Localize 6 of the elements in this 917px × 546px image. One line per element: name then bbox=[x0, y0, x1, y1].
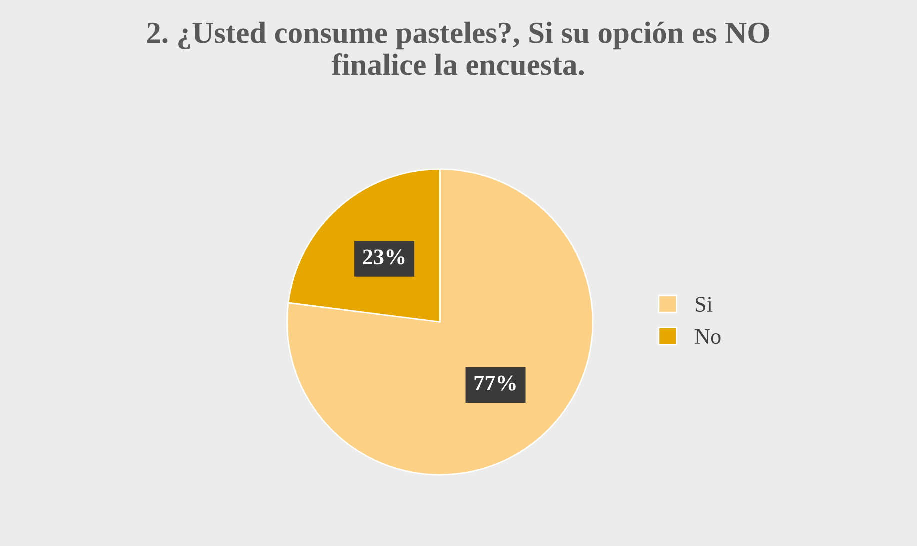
legend-label: Si bbox=[696, 297, 713, 312]
chart-title: 2. ¿Usted consume pasteles?, Si su opción es NO finalice la encuesta. bbox=[147, 22, 770, 76]
legend-label: No bbox=[695, 329, 721, 344]
data-label: 77% bbox=[474, 376, 516, 391]
pie-slice bbox=[286, 168, 594, 476]
data-label: 23% bbox=[363, 250, 405, 265]
